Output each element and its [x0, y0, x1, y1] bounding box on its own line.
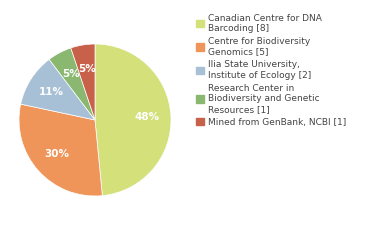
Text: 5%: 5% [62, 69, 80, 79]
Wedge shape [95, 44, 171, 196]
Text: 5%: 5% [78, 64, 95, 74]
Text: 48%: 48% [134, 113, 159, 122]
Wedge shape [19, 104, 102, 196]
Wedge shape [21, 59, 95, 120]
Wedge shape [49, 48, 95, 120]
Text: 11%: 11% [39, 87, 64, 97]
Text: 30%: 30% [44, 150, 69, 159]
Legend: Canadian Centre for DNA
Barcoding [8], Centre for Biodiversity
Genomics [5], Ili: Canadian Centre for DNA Barcoding [8], C… [195, 12, 348, 129]
Wedge shape [71, 44, 95, 120]
